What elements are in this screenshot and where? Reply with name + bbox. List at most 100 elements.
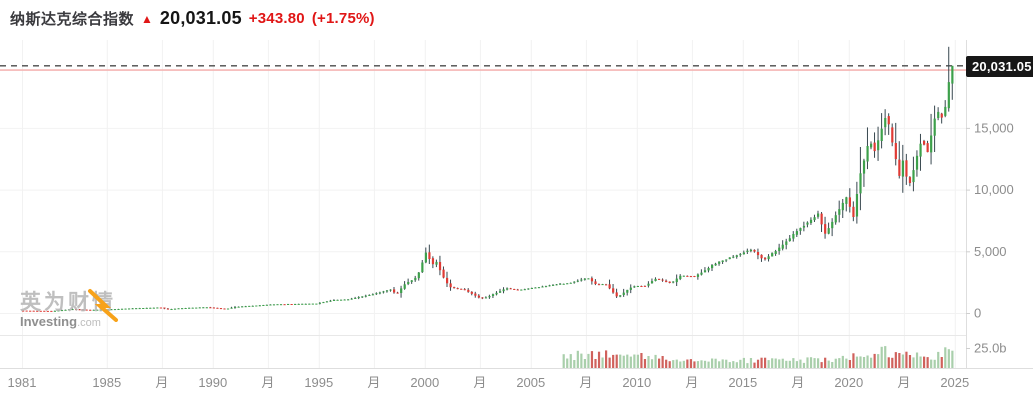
volume-bar[interactable] xyxy=(739,359,742,368)
volume-bar[interactable] xyxy=(696,361,700,368)
volume-bar[interactable] xyxy=(594,359,597,368)
candle-body[interactable] xyxy=(428,252,431,259)
candle-body[interactable] xyxy=(626,289,629,293)
volume-bar[interactable] xyxy=(601,357,604,369)
candle-body[interactable] xyxy=(181,308,184,310)
candle-body[interactable] xyxy=(580,279,583,281)
candle-body[interactable] xyxy=(721,260,724,263)
candle-body[interactable] xyxy=(198,307,201,309)
candle-body[interactable] xyxy=(760,254,763,259)
candle-body[interactable] xyxy=(887,116,890,125)
candle-body[interactable] xyxy=(739,254,742,256)
candle-body[interactable] xyxy=(43,310,46,312)
volume-bar[interactable] xyxy=(944,347,947,368)
volume-bar[interactable] xyxy=(951,350,954,368)
candle-body[interactable] xyxy=(714,263,717,266)
volume-bar[interactable] xyxy=(806,357,809,368)
volume-bar[interactable] xyxy=(590,351,594,368)
candle-body[interactable] xyxy=(912,170,915,183)
candle-body[interactable] xyxy=(117,309,120,310)
candle-body[interactable] xyxy=(75,309,78,311)
candle-body[interactable] xyxy=(269,304,272,306)
candle-body[interactable] xyxy=(463,289,466,291)
candle-body[interactable] xyxy=(36,310,39,312)
candle-body[interactable] xyxy=(332,300,336,301)
volume-bar[interactable] xyxy=(647,356,650,368)
candle-body[interactable] xyxy=(569,282,572,284)
volume-bar[interactable] xyxy=(795,361,798,368)
volume-bar[interactable] xyxy=(725,359,728,368)
candle-body[interactable] xyxy=(202,307,205,309)
candle-body[interactable] xyxy=(53,310,56,312)
volume-bar[interactable] xyxy=(573,360,576,368)
candle-body[interactable] xyxy=(841,202,844,211)
candle-body[interactable] xyxy=(32,310,35,312)
candle-body[interactable] xyxy=(368,295,371,296)
volume-bar[interactable] xyxy=(707,361,710,368)
candle-body[interactable] xyxy=(209,307,212,309)
candle-body[interactable] xyxy=(297,303,300,305)
candle-body[interactable] xyxy=(347,299,350,301)
candle-body[interactable] xyxy=(718,261,721,264)
candle-body[interactable] xyxy=(838,209,841,215)
volume-bar[interactable] xyxy=(813,358,816,368)
volume-bar[interactable] xyxy=(566,358,569,369)
candle-body[interactable] xyxy=(477,295,480,298)
volume-bar[interactable] xyxy=(665,359,668,368)
candle-body[interactable] xyxy=(612,288,615,293)
candle-body[interactable] xyxy=(446,277,449,284)
candle-body[interactable] xyxy=(156,307,159,309)
volume-bar[interactable] xyxy=(643,359,647,368)
candle-body[interactable] xyxy=(703,270,707,273)
candle-body[interactable] xyxy=(845,197,848,204)
candle-body[interactable] xyxy=(449,283,452,288)
volume-bar[interactable] xyxy=(764,357,767,368)
candle-body[interactable] xyxy=(499,291,502,293)
volume-bar[interactable] xyxy=(675,359,678,368)
volume-bar[interactable] xyxy=(841,355,844,368)
volume-bar[interactable] xyxy=(587,353,590,368)
candle-body[interactable] xyxy=(696,274,700,277)
volume-bar[interactable] xyxy=(735,362,738,368)
candle-body[interactable] xyxy=(85,309,88,311)
volume-bar[interactable] xyxy=(933,359,936,368)
candle-body[interactable] xyxy=(294,304,297,305)
candle-body[interactable] xyxy=(848,197,851,207)
volume-bar[interactable] xyxy=(817,358,820,368)
candle-body[interactable] xyxy=(877,140,880,151)
candle-body[interactable] xyxy=(951,65,954,84)
candle-body[interactable] xyxy=(615,292,618,297)
volume-bar[interactable] xyxy=(866,355,869,369)
candle-body[interactable] xyxy=(195,307,198,309)
volume-bar[interactable] xyxy=(873,353,876,368)
candle-body[interactable] xyxy=(435,261,438,265)
volume-bar[interactable] xyxy=(855,356,859,368)
candle-body[interactable] xyxy=(39,310,42,312)
volume-bar[interactable] xyxy=(615,354,618,368)
volume-bar[interactable] xyxy=(887,357,890,368)
candle-body[interactable] xyxy=(605,284,608,286)
candle-body[interactable] xyxy=(442,269,445,278)
volume-bar[interactable] xyxy=(756,359,760,368)
volume-bar[interactable] xyxy=(774,358,777,369)
volume-bar[interactable] xyxy=(693,361,696,368)
candle-body[interactable] xyxy=(831,221,834,229)
candle-body[interactable] xyxy=(785,241,788,245)
candle-body[interactable] xyxy=(173,308,177,310)
volume-bar[interactable] xyxy=(940,357,943,368)
candle-body[interactable] xyxy=(749,249,753,252)
candle-body[interactable] xyxy=(234,307,237,308)
candle-body[interactable] xyxy=(244,306,247,308)
candle-body[interactable] xyxy=(431,258,435,265)
candle-body[interactable] xyxy=(219,308,223,310)
volume-bar[interactable] xyxy=(753,362,756,368)
candle-body[interactable] xyxy=(891,127,894,143)
candle-body[interactable] xyxy=(467,289,470,292)
candle-body[interactable] xyxy=(590,278,594,282)
volume-bar[interactable] xyxy=(831,362,834,368)
candle-body[interactable] xyxy=(898,159,901,176)
volume-bar[interactable] xyxy=(870,357,873,368)
candle-body[interactable] xyxy=(799,228,802,231)
candle-body[interactable] xyxy=(930,135,933,153)
volume-bar[interactable] xyxy=(658,358,661,368)
